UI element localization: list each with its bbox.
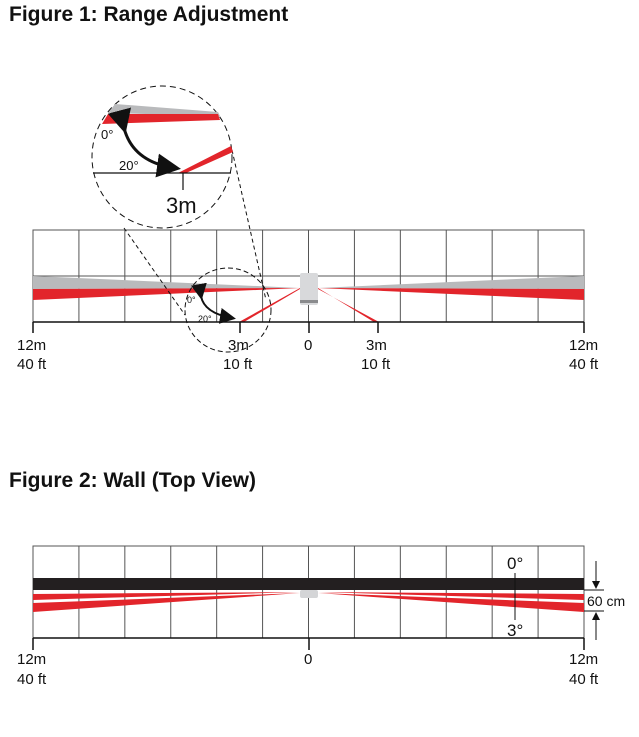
figure2-title: Figure 2: Wall (Top View) (9, 469, 256, 492)
label-right-ft: 40 ft (569, 671, 599, 688)
label-mid-ft: 10 ft (223, 356, 253, 373)
label-right-mid-m: 3m (366, 337, 387, 354)
label-left-ft: 40 ft (17, 356, 47, 373)
label-right-ft: 40 ft (569, 356, 599, 373)
red-beam-0-right (318, 592, 584, 600)
label-60cm: 60 cm (587, 593, 625, 609)
red-beam-20deg-right (318, 288, 379, 322)
red-beam-right (318, 288, 584, 300)
small-angle-20: 20° (198, 314, 212, 324)
label-center: 0 (304, 651, 312, 668)
label-left-m: 12m (17, 651, 46, 668)
red-beam-20deg-left (239, 288, 300, 322)
small-angle-0: 0° (187, 295, 196, 305)
label-right-mid-ft: 10 ft (361, 356, 391, 373)
label-left-ft: 40 ft (17, 671, 47, 688)
detail-circle-large (91, 85, 233, 229)
sensor (300, 590, 318, 598)
zoom-3m-label: 3m (166, 193, 197, 218)
label-center: 0 (304, 337, 312, 354)
red-beam-3-right (318, 593, 584, 612)
red-beam-left (33, 288, 300, 300)
zoom-angle-20: 20° (119, 158, 139, 173)
zoom-angle-0: 0° (101, 127, 113, 142)
label-angle-3: 3° (507, 621, 523, 640)
label-mid-m: 3m (228, 337, 249, 354)
red-beam-3-left (33, 593, 300, 612)
label-left-m: 12m (17, 337, 46, 354)
figure2-grid (32, 545, 585, 639)
label-right-m: 12m (569, 651, 598, 668)
red-beam-0-left (33, 592, 300, 600)
detail-circle-small (184, 267, 272, 353)
label-right-m: 12m (569, 337, 598, 354)
label-angle-0: 0° (507, 554, 523, 573)
wall (33, 578, 584, 590)
figure1-title: Figure 1: Range Adjustment (9, 3, 288, 26)
grey-beam-right (318, 276, 584, 289)
sensor (300, 273, 318, 305)
